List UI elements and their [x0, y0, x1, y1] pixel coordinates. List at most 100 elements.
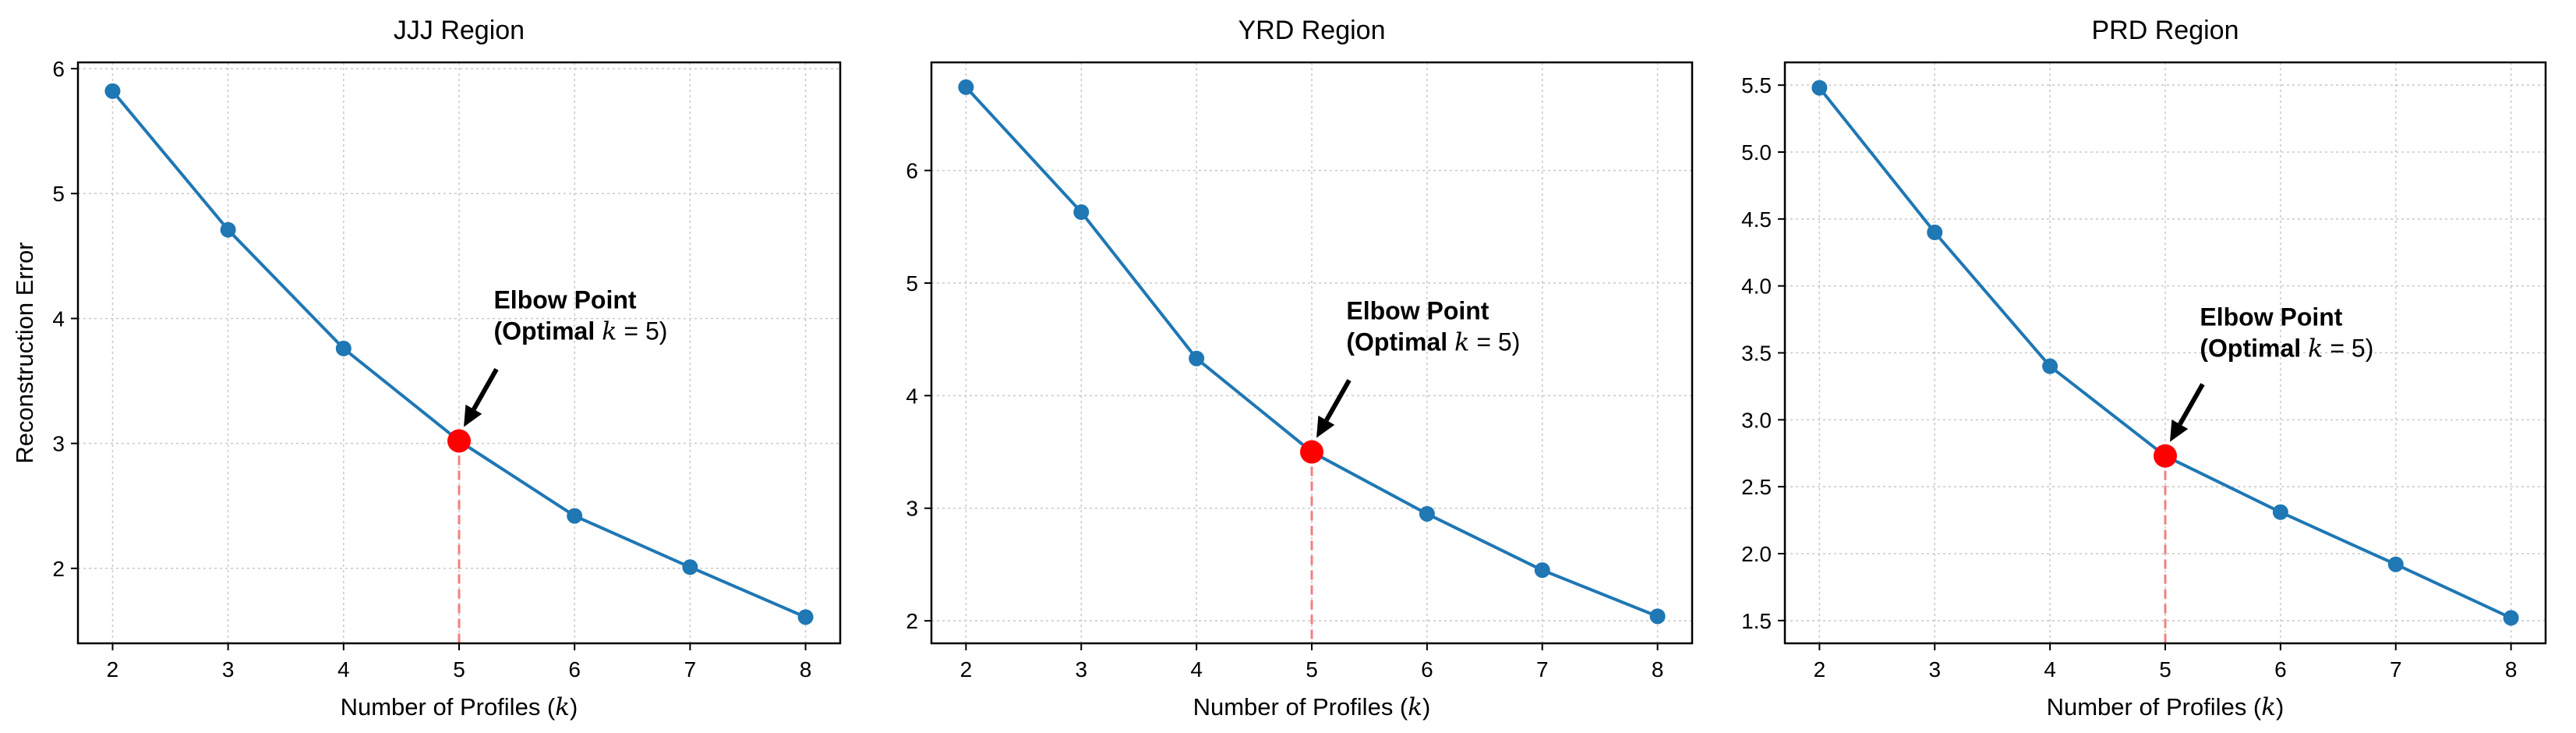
x-tick-label: 2: [107, 657, 119, 682]
data-point: [797, 609, 814, 625]
data-point: [1419, 505, 1435, 522]
y-tick-label: 5.0: [1741, 140, 1772, 165]
panel-jjj: Elbow Point (Optimal k = 5) 2 3 4 5 6 7 8 2 3 4 5 6 JJ…: [11, 16, 842, 721]
x-axis-label: Number of Profiles (k): [1193, 693, 1431, 721]
x-axis-label-var: k: [1408, 693, 1422, 721]
y-tick-label: 2.0: [1741, 542, 1772, 566]
y-tick-label: 6: [906, 159, 918, 183]
panel-title: JJJ Region: [394, 16, 525, 45]
y-tick-label: 5: [52, 182, 65, 206]
x-tick-label: 3: [1075, 657, 1087, 682]
y-tick-label: 1.5: [1741, 609, 1772, 633]
y-tick-label: 3: [906, 497, 918, 521]
x-tick-label: 8: [1652, 657, 1664, 682]
y-tick-label: 4: [52, 306, 65, 331]
data-point: [2042, 358, 2058, 374]
annotation-line1: Elbow Point: [1346, 297, 1489, 325]
annotation-arrow-shaft: [1324, 379, 1352, 422]
data-point: [2272, 504, 2288, 520]
x-tick-label: 3: [222, 657, 235, 682]
annotation-k-var: k: [1454, 328, 1469, 357]
annotation-line2-text: (Optimal: [493, 317, 602, 345]
x-tick-label: 2: [960, 657, 973, 682]
x-axis-label-close: ): [570, 693, 578, 721]
y-tick-label: 2.5: [1741, 475, 1772, 499]
annotation-arrow-shaft: [2178, 383, 2205, 426]
elbow-point-marker: [447, 429, 471, 453]
annotation-arrow-head: [464, 404, 482, 427]
x-axis-label-text: Number of Profiles (: [2047, 693, 2262, 721]
y-tick-label: 4.0: [1741, 274, 1772, 299]
panel-prd: Elbow Point (Optimal k = 5) 2 3 4 5 6 7 8 1.5 2.0 2…: [1741, 16, 2547, 721]
annotation-line2: (Optimal k = 5): [493, 317, 667, 346]
panel-title: PRD Region: [2092, 16, 2239, 45]
data-point: [1927, 225, 1943, 241]
x-axis-label-close: ): [1422, 693, 1430, 721]
x-axis-label-var: k: [2261, 693, 2276, 721]
data-point: [1811, 80, 1828, 96]
annotation-line1: Elbow Point: [2200, 303, 2342, 331]
data-point: [1649, 608, 1666, 625]
y-tick-label: 3: [52, 432, 65, 456]
x-axis-label: Number of Profiles (k): [2047, 693, 2284, 721]
data-point: [1189, 350, 1205, 366]
x-tick-label: 4: [337, 657, 350, 682]
annotation-line2: (Optimal k = 5): [2200, 334, 2373, 363]
x-tick-label: 3: [1928, 657, 1941, 682]
data-point: [2387, 556, 2404, 572]
x-tick-label: 6: [568, 657, 581, 682]
y-tick-label: 2: [52, 557, 65, 581]
data-point: [567, 508, 583, 524]
data-point: [2503, 610, 2519, 626]
data-point: [335, 340, 352, 356]
annotation-line1: Elbow Point: [493, 286, 636, 314]
data-point: [1073, 204, 1090, 221]
x-tick-label: 7: [1536, 657, 1549, 682]
x-tick-label: 4: [1190, 657, 1203, 682]
x-tick-label: 5: [2159, 657, 2171, 682]
annotation-arrow-shaft: [472, 367, 499, 411]
x-axis-label-var: k: [555, 693, 570, 721]
panel-yrd: Elbow Point (Optimal k = 5) 2 3 4 5 6 7 8 2 3 4 5 6 YR…: [906, 16, 1694, 721]
y-tick-label: 3.0: [1741, 408, 1772, 432]
x-tick-label: 2: [1814, 657, 1826, 682]
annotation-arrow-head: [1316, 416, 1335, 438]
annotation-line2-text: (Optimal: [2200, 335, 2308, 363]
x-axis-label-text: Number of Profiles (: [341, 693, 556, 721]
x-tick-label: 7: [2390, 657, 2402, 682]
annotation-equals: = 5): [2323, 335, 2373, 363]
x-tick-label: 4: [2044, 657, 2056, 682]
elbow-point-marker: [1300, 440, 1323, 464]
annotation-line2: (Optimal k = 5): [1346, 328, 1520, 357]
y-tick-label: 3.5: [1741, 342, 1772, 366]
data-point: [958, 79, 974, 95]
x-tick-label: 8: [2505, 657, 2518, 682]
data-point: [220, 221, 236, 238]
x-axis-label: Number of Profiles (k): [341, 693, 578, 721]
annotation-equals: = 5): [617, 317, 668, 345]
x-axis-label-text: Number of Profiles (: [1193, 693, 1408, 721]
y-tick-label: 6: [52, 57, 65, 81]
y-tick-label: 5.5: [1741, 73, 1772, 97]
annotation-equals: = 5): [1469, 328, 1520, 356]
x-tick-label: 5: [453, 657, 465, 682]
x-tick-label: 8: [800, 657, 812, 682]
annotation-line2-text: (Optimal: [1346, 328, 1454, 356]
x-tick-label: 6: [2274, 657, 2287, 682]
y-tick-label: 4: [906, 384, 918, 408]
data-point: [1534, 562, 1550, 579]
elbow-point-marker: [2154, 444, 2177, 468]
x-tick-label: 7: [684, 657, 697, 682]
y-tick-label: 2: [906, 609, 918, 633]
annotation-k-var: k: [602, 317, 617, 346]
x-tick-label: 6: [1421, 657, 1433, 682]
annotation-k-var: k: [2308, 334, 2323, 363]
x-axis-label-close: ): [2276, 693, 2284, 721]
y-axis-label: Reconstruction Error: [11, 242, 38, 463]
x-tick-label: 5: [1306, 657, 1318, 682]
y-tick-label: 4.5: [1741, 207, 1772, 232]
y-tick-label: 5: [906, 271, 918, 296]
data-point: [104, 83, 121, 99]
annotation-arrow-head: [2170, 420, 2189, 442]
